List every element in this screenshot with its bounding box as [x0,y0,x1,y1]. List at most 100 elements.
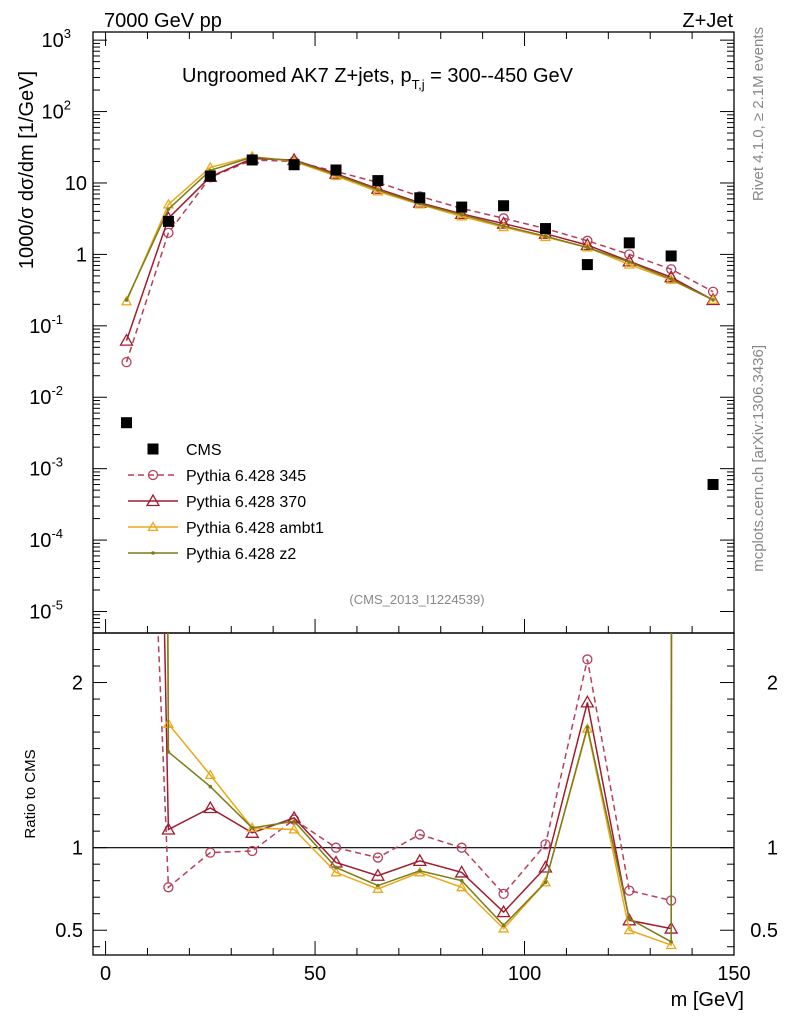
ratio-ylabel: Ratio to CMS [22,749,39,838]
xtick-label: 100 [508,963,541,985]
ratio-ytick-label-right: 0.5 [750,920,778,942]
main-ylabel: 1000/σ dσ/dm [1/GeV] [16,71,38,269]
series-point-3 [627,260,632,264]
cms-data-point [665,250,677,262]
ratio-point-1 [203,800,218,814]
legend-label: Pythia 6.428 370 [186,494,306,511]
series-point-3 [376,188,380,192]
series-point-2 [665,274,677,284]
main-ytick-label: 103 [42,26,71,52]
ratio-point-3 [669,939,673,944]
analysis-watermark: (CMS_2013_I1224539) [349,592,484,607]
ratio-point-0 [205,847,216,858]
legend-label: Pythia 6.428 345 [186,468,306,485]
legend-label: Pythia 6.428 ambt1 [186,520,324,537]
ratio-point-3 [208,784,213,789]
series-line-1 [125,157,714,341]
cms-data-point [498,200,510,212]
series-point-3 [585,245,590,250]
ratio-point-3 [166,750,171,754]
cms-data-point [539,223,551,235]
cms-data-point [414,192,426,204]
legend: CMS Pythia 6.428 345 Pythia 6.428 370 Pythi… [128,442,324,563]
cms-data-point [330,164,342,176]
series-point-3 [711,298,715,302]
series-point-0 [666,264,677,275]
ratio-point-3 [292,819,296,824]
ratio-point-0 [330,842,342,853]
ratio-point-2 [581,722,593,733]
ratio-point-0 [247,845,258,857]
main-ytick-label: 1 [76,244,87,266]
ratio-point-3 [543,880,548,885]
series-point-2 [120,295,133,306]
ratio-point-2 [456,881,468,892]
cms-data-point [372,175,384,187]
series-point-3 [166,207,171,211]
series-point-1 [370,181,386,194]
legend-marker [147,521,159,532]
main-ytick-label: 102 [42,98,71,124]
main-title: Ungroomed AK7 Z+jets, pT,j = 300--450 Ge… [182,65,574,92]
xlabel: m [GeV] [671,989,744,1011]
main-ytick-label: 10-5 [29,598,63,624]
ratio-line-1 [163,633,673,930]
ratio-point-1 [496,904,511,918]
cms-data-point [288,159,300,171]
cms-data-point [707,479,719,491]
ratio-point-2 [204,769,216,780]
ratio-point-2 [288,823,300,834]
ratio-point-1 [454,865,469,878]
legend-marker [147,469,159,481]
ratio-point-3 [585,725,590,729]
ratio-ytick-label-right: 1 [767,838,778,860]
rivet-label: Rivet 4.1.0, ≥ 2.1M events [750,27,767,201]
ratio-point-3 [627,916,632,921]
ratio-point-3 [417,868,422,873]
ratio-line-0 [157,633,673,902]
series-point-1 [119,333,134,346]
xtick-label: 150 [717,963,750,985]
ratio-axes: 2 2 1 1 0.5 0.5 [55,649,778,948]
series-point-1 [580,237,595,251]
xtick-label: 50 [304,963,326,985]
ratio-point-2 [497,922,510,933]
ratio-point-0 [540,839,551,850]
ratio-point-2 [665,939,677,950]
series-point-1 [496,216,511,229]
ratio-plot-frame [92,632,735,956]
series-point-0 [121,356,132,368]
series-point-3 [124,298,129,302]
cms-data-point [204,170,216,182]
ratio-point-1 [580,695,595,708]
ratio-point-2 [372,883,384,893]
legend-marker [145,493,161,507]
ratio-point-2 [623,924,635,935]
ratio-point-0 [372,852,384,863]
cms-data-point [456,201,468,213]
series-point-3 [501,224,506,228]
ratio-point-3 [459,878,464,883]
legend-marker [147,443,159,455]
main-ytick-label: 10-2 [29,383,63,409]
main-plot-frame [92,31,735,634]
ratio-point-3 [376,883,380,888]
series-point-3 [669,277,673,281]
ratio-point-0 [414,829,425,840]
ratio-point-0 [498,888,509,900]
ratio-point-0 [163,882,174,893]
x-axis: 0 50 100 150 [100,32,751,985]
legend-label: CMS [186,442,222,459]
series-point-1 [664,269,679,283]
ratio-ytick-label: 1 [72,838,83,860]
ratio-point-0 [456,842,467,853]
ratio-point-1 [412,853,427,867]
main-ytick-label: 10-3 [29,455,63,481]
main-ytick-label: 10-4 [29,526,63,552]
ratio-point-3 [501,923,506,928]
main-plot-area [119,150,721,491]
ratio-point-3 [334,865,338,870]
cms-data-point [246,154,258,166]
ratio-point-2 [539,876,552,887]
